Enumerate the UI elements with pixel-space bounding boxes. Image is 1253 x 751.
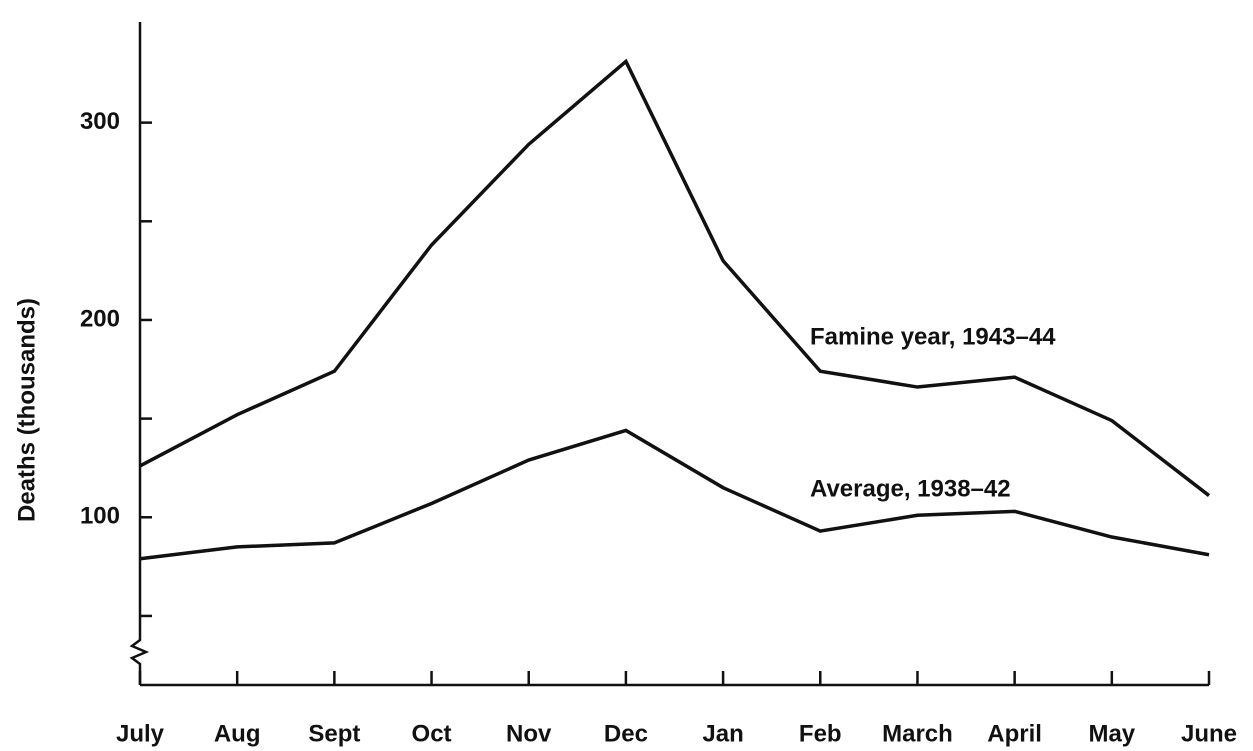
y-tick-label: 100 (80, 503, 120, 530)
x-tick-label: Aug (214, 720, 261, 747)
y-axis-label: Deaths (thousands) (13, 298, 40, 522)
x-tick-label: May (1088, 720, 1135, 747)
y-axis (129, 22, 150, 685)
x-tick-label: Sept (308, 720, 360, 747)
series-label: Average, 1938–42 (810, 475, 1011, 502)
series-line (139, 428, 1210, 561)
x-tick-label: Nov (506, 720, 552, 747)
x-tick-label: Dec (604, 720, 648, 747)
x-tick-label: April (987, 720, 1042, 747)
y-tick-label: 300 (80, 108, 120, 135)
x-tick-label: Jan (702, 720, 743, 747)
x-tick-label: Feb (799, 720, 842, 747)
y-tick-label: 200 (80, 305, 120, 332)
x-tick-label: Oct (412, 720, 452, 747)
series-line (139, 58, 1211, 497)
x-tick-label: March (882, 720, 953, 747)
x-tick-label: July (116, 720, 165, 747)
x-tick-label: June (1181, 720, 1237, 747)
series-label: Famine year, 1943–44 (810, 323, 1056, 350)
